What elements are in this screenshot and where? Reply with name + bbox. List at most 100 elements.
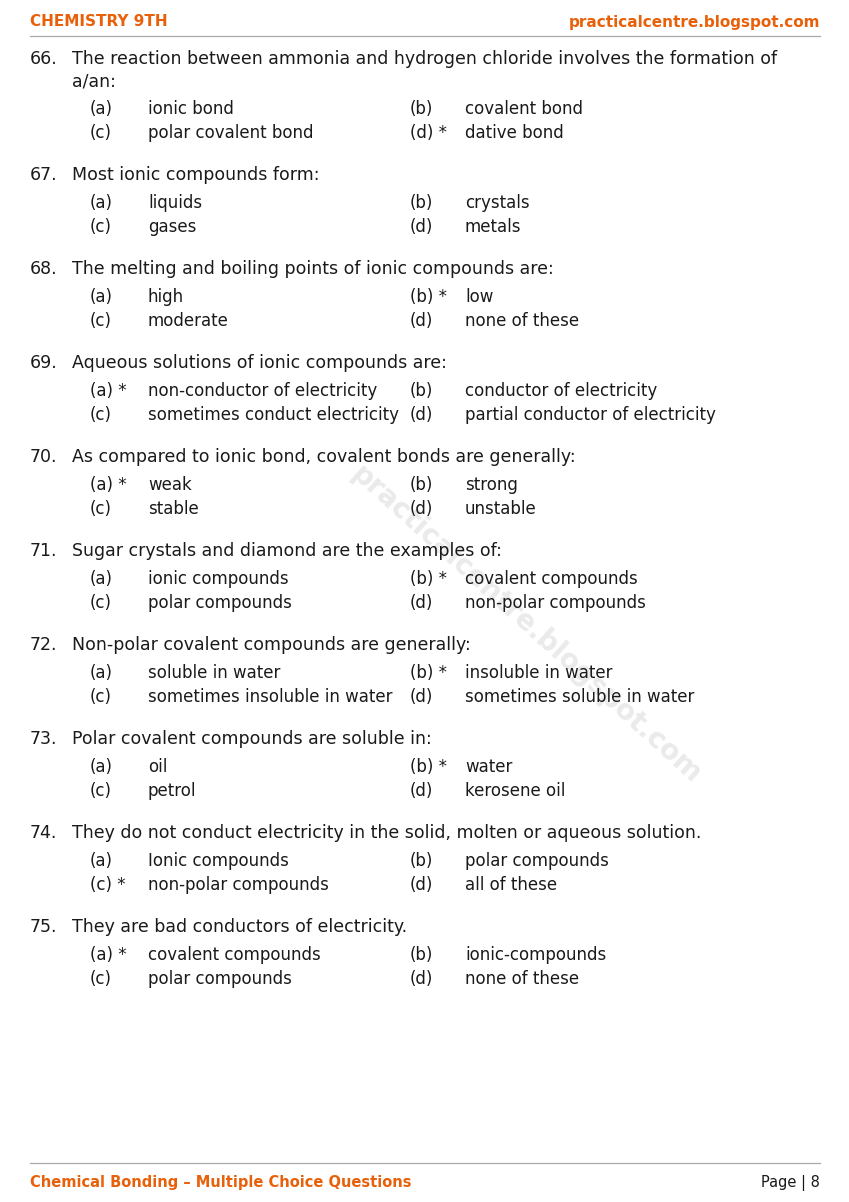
Text: ionic bond: ionic bond <box>148 100 233 118</box>
Text: high: high <box>148 288 184 307</box>
Text: Chemical Bonding – Multiple Choice Questions: Chemical Bonding – Multiple Choice Quest… <box>30 1176 412 1190</box>
Text: crystals: crystals <box>465 194 530 212</box>
Text: stable: stable <box>148 500 199 518</box>
Text: sometimes conduct electricity: sometimes conduct electricity <box>148 406 399 424</box>
Text: gases: gases <box>148 218 196 236</box>
Text: (c): (c) <box>90 594 112 612</box>
Text: (b): (b) <box>410 100 433 118</box>
Text: polar compounds: polar compounds <box>465 852 609 870</box>
Text: a/an:: a/an: <box>72 72 115 90</box>
Text: liquids: liquids <box>148 194 202 212</box>
Text: (a): (a) <box>90 570 113 588</box>
Text: 69.: 69. <box>30 355 58 371</box>
Text: (a): (a) <box>90 852 113 870</box>
Text: partial conductor of electricity: partial conductor of electricity <box>465 406 716 424</box>
Text: soluble in water: soluble in water <box>148 664 280 682</box>
Text: Ionic compounds: Ionic compounds <box>148 852 289 870</box>
Text: Non-polar covalent compounds are generally:: Non-polar covalent compounds are general… <box>72 636 470 654</box>
Text: As compared to ionic bond, covalent bonds are generally:: As compared to ionic bond, covalent bond… <box>72 448 576 466</box>
Text: (a): (a) <box>90 100 113 118</box>
Text: 75.: 75. <box>30 918 58 936</box>
Text: weak: weak <box>148 476 192 494</box>
Text: (d): (d) <box>410 594 433 612</box>
Text: Polar covalent compounds are soluble in:: Polar covalent compounds are soluble in: <box>72 730 432 748</box>
Text: polar compounds: polar compounds <box>148 594 292 612</box>
Text: dative bond: dative bond <box>465 124 564 142</box>
Text: ionic compounds: ionic compounds <box>148 570 289 588</box>
Text: insoluble in water: insoluble in water <box>465 664 612 682</box>
Text: They are bad conductors of electricity.: They are bad conductors of electricity. <box>72 918 408 936</box>
Text: (a): (a) <box>90 194 113 212</box>
Text: 73.: 73. <box>30 730 58 748</box>
Text: water: water <box>465 758 513 776</box>
Text: (d): (d) <box>410 500 433 518</box>
Text: polar covalent bond: polar covalent bond <box>148 124 313 142</box>
Text: all of these: all of these <box>465 876 557 894</box>
Text: (b): (b) <box>410 194 433 212</box>
Text: 66.: 66. <box>30 50 58 69</box>
Text: low: low <box>465 288 493 307</box>
Text: (d): (d) <box>410 970 433 988</box>
Text: unstable: unstable <box>465 500 537 518</box>
Text: (a) *: (a) * <box>90 382 127 400</box>
Text: (b) *: (b) * <box>410 758 447 776</box>
Text: (b): (b) <box>410 476 433 494</box>
Text: 68.: 68. <box>30 260 58 278</box>
Text: Sugar crystals and diamond are the examples of:: Sugar crystals and diamond are the examp… <box>72 542 502 560</box>
Text: 72.: 72. <box>30 636 58 654</box>
Text: (d): (d) <box>410 406 433 424</box>
Text: (a): (a) <box>90 664 113 682</box>
Text: non-polar compounds: non-polar compounds <box>148 876 329 894</box>
Text: They do not conduct electricity in the solid, molten or aqueous solution.: They do not conduct electricity in the s… <box>72 825 701 841</box>
Text: Most ionic compounds form:: Most ionic compounds form: <box>72 166 319 184</box>
Text: conductor of electricity: conductor of electricity <box>465 382 657 400</box>
Text: CHEMISTRY 9TH: CHEMISTRY 9TH <box>30 14 167 30</box>
Text: practicalcentre.blogspot.com: practicalcentre.blogspot.com <box>346 460 707 790</box>
Text: (d) *: (d) * <box>410 124 447 142</box>
Text: (d): (d) <box>410 313 433 331</box>
Text: covalent compounds: covalent compounds <box>465 570 638 588</box>
Text: 71.: 71. <box>30 542 58 560</box>
Text: (d): (d) <box>410 218 433 236</box>
Text: (b): (b) <box>410 382 433 400</box>
Text: (c) *: (c) * <box>90 876 126 894</box>
Text: Page | 8: Page | 8 <box>761 1176 820 1191</box>
Text: (d): (d) <box>410 876 433 894</box>
Text: petrol: petrol <box>148 783 196 801</box>
Text: moderate: moderate <box>148 313 229 331</box>
Text: polar compounds: polar compounds <box>148 970 292 988</box>
Text: (a) *: (a) * <box>90 946 127 964</box>
Text: (d): (d) <box>410 688 433 706</box>
Text: (c): (c) <box>90 218 112 236</box>
Text: (a) *: (a) * <box>90 476 127 494</box>
Text: (b): (b) <box>410 852 433 870</box>
Text: Aqueous solutions of ionic compounds are:: Aqueous solutions of ionic compounds are… <box>72 355 447 371</box>
Text: 74.: 74. <box>30 825 58 841</box>
Text: non-conductor of electricity: non-conductor of electricity <box>148 382 377 400</box>
Text: 70.: 70. <box>30 448 58 466</box>
Text: sometimes soluble in water: sometimes soluble in water <box>465 688 694 706</box>
Text: (c): (c) <box>90 124 112 142</box>
Text: (c): (c) <box>90 783 112 801</box>
Text: none of these: none of these <box>465 970 579 988</box>
Text: (c): (c) <box>90 313 112 331</box>
Text: kerosene oil: kerosene oil <box>465 783 565 801</box>
Text: 67.: 67. <box>30 166 58 184</box>
Text: (b) *: (b) * <box>410 570 447 588</box>
Text: (b): (b) <box>410 946 433 964</box>
Text: none of these: none of these <box>465 313 579 331</box>
Text: The melting and boiling points of ionic compounds are:: The melting and boiling points of ionic … <box>72 260 554 278</box>
Text: (c): (c) <box>90 500 112 518</box>
Text: (d): (d) <box>410 783 433 801</box>
Text: (a): (a) <box>90 288 113 307</box>
Text: The reaction between ammonia and hydrogen chloride involves the formation of: The reaction between ammonia and hydroge… <box>72 50 777 69</box>
Text: covalent compounds: covalent compounds <box>148 946 321 964</box>
Text: oil: oil <box>148 758 167 776</box>
Text: (c): (c) <box>90 970 112 988</box>
Text: practicalcentre.blogspot.com: practicalcentre.blogspot.com <box>569 14 820 30</box>
Text: covalent bond: covalent bond <box>465 100 583 118</box>
Text: (b) *: (b) * <box>410 664 447 682</box>
Text: (c): (c) <box>90 688 112 706</box>
Text: strong: strong <box>465 476 518 494</box>
Text: (a): (a) <box>90 758 113 776</box>
